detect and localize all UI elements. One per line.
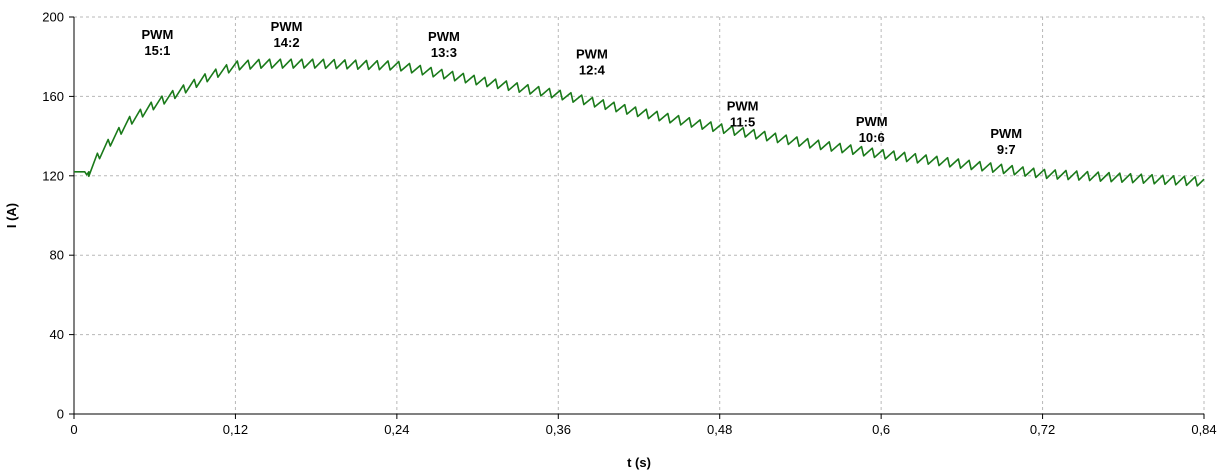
pwm-annotation-line: 10:6 [859,130,885,145]
current-series-line [74,58,1205,187]
pwm-annotation-line: PWM [576,47,608,62]
pwm-annotation-line: 13:3 [431,45,457,60]
y-tick-label: 160 [42,89,64,104]
pwm-annotation-line: PWM [271,19,303,34]
pwm-annotation-line: 11:5 [730,114,755,129]
y-tick-label: 80 [50,248,64,263]
y-tick-label: 200 [42,10,64,25]
pwm-annotation-3: PWM 12:4 [576,47,608,78]
x-tick-label: 0,12 [223,422,248,437]
pwm-annotation-line: PWM [856,114,888,129]
pwm-annotation-4: PWM 11:5 [727,98,759,129]
pwm-annotation-1: PWM 14:2 [271,19,303,50]
x-tick-label: 0,36 [546,422,571,437]
axes [73,17,1204,415]
y-tick-label: 40 [50,327,64,342]
x-tick-label: 0,24 [384,422,409,437]
x-tick-label: 0,48 [707,422,732,437]
grid [74,16,1205,414]
x-tick-label: 0,72 [1030,422,1055,437]
pwm-annotation-line: 12:4 [579,63,606,78]
y-axis-ticks: 0 40 80 120 160 200 [42,10,74,422]
pwm-annotation-6: PWM 9:7 [990,126,1022,157]
pwm-annotation-5: PWM 10:6 [856,114,888,145]
x-axis-title: t (s) [627,455,651,470]
x-tick-label: 0 [70,422,77,437]
x-tick-label: 0,84 [1191,422,1216,437]
x-tick-label: 0,6 [872,422,890,437]
pwm-annotation-2: PWM 13:3 [428,29,460,60]
y-tick-label: 0 [57,407,64,422]
y-axis-title: I (A) [4,203,19,228]
pwm-annotation-0: PWM 15:1 [142,27,174,58]
series-layer [74,58,1205,187]
pwm-annotation-line: PWM [727,98,759,113]
pwm-annotation-line: 14:2 [274,35,300,50]
pwm-annotation-line: PWM [990,126,1022,141]
pwm-annotation-line: PWM [142,27,174,42]
x-axis-ticks: 0 0,12 0,24 0,36 0,48 0,6 0,72 0,84 [70,414,1217,437]
pwm-annotation-line: 15:1 [144,43,170,58]
pwm-annotation-line: PWM [428,29,460,44]
pwm-annotation-line: 9:7 [997,142,1016,157]
y-tick-label: 120 [42,168,64,183]
